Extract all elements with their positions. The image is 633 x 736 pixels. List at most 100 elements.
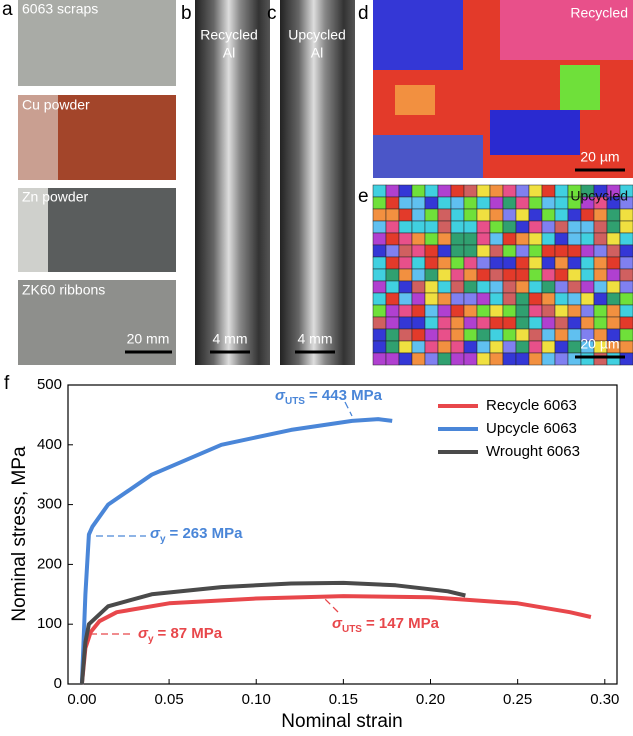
annotation-symbol: σ — [332, 615, 343, 632]
grain — [398, 304, 413, 318]
grain — [476, 268, 491, 282]
grain — [398, 208, 413, 222]
grain — [500, 0, 633, 60]
grain — [502, 244, 517, 258]
grain — [528, 256, 543, 270]
grain — [567, 292, 582, 306]
grain — [554, 316, 569, 330]
grain — [489, 340, 504, 354]
grain — [450, 268, 465, 282]
grain — [398, 244, 413, 258]
grain — [515, 352, 530, 366]
grain — [398, 196, 413, 210]
x-tick-label: 0.25 — [503, 691, 532, 708]
annotation-leader — [321, 595, 339, 613]
grain — [372, 232, 387, 246]
legend-label: Wrought 6063 — [486, 443, 580, 460]
grain — [398, 256, 413, 270]
scale-label: 20 mm — [127, 331, 170, 347]
grain — [567, 304, 582, 318]
grain — [593, 268, 608, 282]
y-tick-label: 300 — [37, 496, 62, 513]
grain — [560, 65, 600, 110]
grain — [528, 232, 543, 246]
grain — [398, 316, 413, 330]
grain — [619, 304, 633, 318]
grain — [476, 244, 491, 258]
grain — [398, 232, 413, 246]
grain — [489, 196, 504, 210]
grain — [619, 352, 633, 366]
grain — [411, 328, 426, 342]
grain — [489, 184, 504, 198]
grain — [372, 196, 387, 210]
caption: Recycled — [200, 27, 258, 43]
grain — [476, 316, 491, 330]
grain — [515, 304, 530, 318]
grain — [593, 232, 608, 246]
caption: Recycled — [570, 5, 628, 21]
photo — [280, 0, 355, 365]
grain — [580, 256, 595, 270]
plot: 0.00 0.05 0.10 0.15 0.20 0.25 0.30 0 100 200 300 40… — [37, 376, 619, 708]
grain — [411, 280, 426, 294]
grain — [593, 292, 608, 306]
grain — [528, 352, 543, 366]
y-axis-title: Nominal stress, MPa — [9, 446, 30, 622]
grain — [580, 304, 595, 318]
grain — [502, 184, 517, 198]
annotation: σUTS = 443 MPa — [275, 387, 383, 407]
grain — [476, 256, 491, 270]
grain — [567, 244, 582, 258]
grain — [528, 304, 543, 318]
grain — [450, 340, 465, 354]
grain — [554, 196, 569, 210]
grain — [606, 208, 621, 222]
grain — [619, 316, 633, 330]
grain — [411, 208, 426, 222]
annotation: σy = 87 MPa — [138, 625, 223, 645]
grain — [424, 220, 439, 234]
grain — [489, 256, 504, 270]
grain — [593, 316, 608, 330]
grain — [489, 280, 504, 294]
grain — [437, 268, 452, 282]
grain — [554, 352, 569, 366]
grain — [567, 208, 582, 222]
grain — [606, 244, 621, 258]
grain — [490, 110, 580, 155]
panel-label: b — [181, 3, 192, 24]
grain — [385, 196, 400, 210]
caption: Al — [311, 45, 323, 61]
grain — [373, 135, 483, 178]
annotation-symbol: σ — [138, 625, 149, 642]
grain — [580, 292, 595, 306]
annotation-subscript: UTS — [342, 624, 362, 635]
plot-frame — [67, 384, 618, 685]
grain — [567, 340, 582, 354]
grain — [372, 328, 387, 342]
grain — [476, 340, 491, 354]
grain — [619, 244, 633, 258]
grain — [463, 244, 478, 258]
grain — [385, 280, 400, 294]
grain — [606, 232, 621, 246]
grain — [398, 292, 413, 306]
grain — [398, 184, 413, 198]
grain — [489, 208, 504, 222]
panel-label: d — [358, 3, 369, 24]
grain — [424, 352, 439, 366]
grain — [411, 292, 426, 306]
y-tick-label: 400 — [37, 436, 62, 453]
grain — [372, 184, 387, 198]
grain — [450, 244, 465, 258]
annotation-text: = 147 MPa — [366, 615, 440, 632]
grain — [528, 184, 543, 198]
grain — [593, 208, 608, 222]
grain — [619, 220, 633, 234]
grain — [515, 244, 530, 258]
grain — [489, 268, 504, 282]
grain — [372, 304, 387, 318]
grain — [437, 256, 452, 270]
grain — [463, 316, 478, 330]
